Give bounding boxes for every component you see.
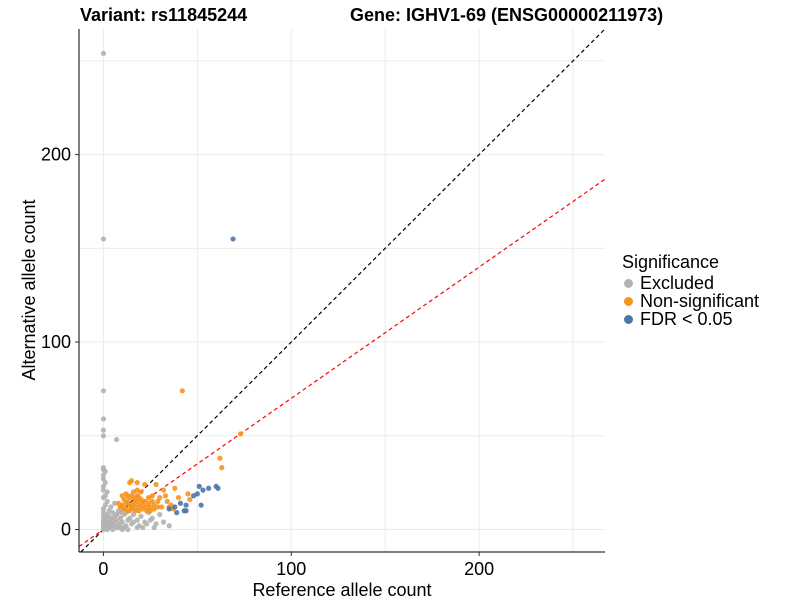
point-non-significant (164, 498, 170, 504)
point-excluded (100, 388, 107, 394)
point-non-significant (155, 498, 161, 504)
point-excluded (130, 519, 137, 525)
point-excluded (100, 433, 107, 439)
x-tick-label: 100 (276, 559, 306, 579)
y-axis-title: Alternative allele count (19, 199, 39, 380)
point-fdr-0-05 (198, 502, 204, 508)
point-non-significant (162, 493, 169, 499)
y-tick-label: 0 (61, 520, 71, 540)
point-excluded (100, 50, 107, 56)
legend-item-non-significant: Non-significant (622, 290, 760, 311)
legend-dot-icon (624, 314, 633, 324)
reference-line-expected-ratio (78, 178, 606, 548)
point-fdr-0-05 (206, 485, 212, 491)
point-fdr-0-05 (174, 510, 180, 516)
point-fdr-0-05 (177, 500, 184, 506)
point-non-significant (172, 485, 178, 491)
point-excluded (144, 521, 150, 527)
point-non-significant (217, 455, 223, 461)
point-non-significant (155, 504, 161, 510)
legend-label: FDR < 0.05 (640, 308, 733, 329)
point-excluded (117, 510, 123, 516)
y-tick-label: 100 (41, 332, 71, 352)
legend-title: Significance (622, 252, 720, 272)
point-excluded (151, 525, 157, 531)
point-fdr-0-05 (166, 506, 172, 512)
x-axis-ticks: 0 100 200 (98, 552, 494, 579)
point-excluded (157, 511, 163, 518)
point-excluded (119, 526, 125, 533)
variant-title: Variant: rs11845244 (80, 5, 248, 25)
y-axis-ticks: 0 100 200 (41, 145, 79, 540)
point-excluded (113, 436, 120, 443)
point-non-significant (119, 502, 125, 508)
x-tick-label: 200 (464, 559, 494, 579)
point-excluded (100, 495, 107, 501)
legend-label: Non-significant (640, 290, 760, 311)
legend-dot-icon (624, 296, 633, 306)
point-excluded (100, 236, 107, 242)
reference-line-identity (80, 28, 606, 553)
point-excluded (134, 525, 140, 531)
point-non-significant (187, 496, 193, 503)
point-excluded (112, 500, 118, 506)
point-non-significant (134, 480, 140, 486)
point-excluded (138, 513, 144, 519)
point-non-significant (129, 478, 135, 484)
point-excluded (106, 525, 112, 531)
point-excluded (100, 506, 107, 512)
point-excluded (166, 523, 172, 529)
point-non-significant (175, 495, 182, 501)
point-excluded (125, 526, 131, 533)
point-excluded (100, 416, 107, 422)
legend-label: Excluded (640, 272, 715, 293)
legend: Significance Excluded Non-significant FD… (622, 252, 760, 329)
point-fdr-0-05 (196, 483, 202, 489)
point-non-significant (144, 508, 150, 514)
gene-title: Gene: IGHV1-69 (ENSG00000211973) (350, 5, 664, 25)
point-non-significant (123, 506, 129, 512)
point-non-significant (149, 493, 155, 499)
point-excluded (160, 519, 167, 525)
point-fdr-0-05 (190, 493, 197, 499)
reference-lines (78, 28, 606, 553)
legend-dot-icon (624, 278, 633, 288)
x-axis-title: Reference allele count (252, 580, 431, 600)
point-excluded (100, 427, 107, 433)
point-excluded (100, 472, 107, 478)
point-non-significant (138, 489, 144, 495)
point-fdr-0-05 (183, 502, 189, 508)
grid-lines (79, 29, 605, 552)
point-fdr-0-05 (172, 504, 178, 510)
point-non-significant (147, 508, 153, 514)
x-tick-label: 0 (98, 559, 108, 579)
point-excluded (100, 483, 107, 489)
point-non-significant (237, 431, 244, 437)
point-non-significant (159, 504, 165, 510)
y-tick-label: 200 (41, 145, 71, 165)
point-excluded (100, 526, 107, 533)
point-fdr-0-05 (215, 485, 221, 491)
point-excluded (147, 517, 153, 523)
point-non-significant (219, 465, 225, 471)
point-non-significant (142, 481, 148, 488)
point-fdr-0-05 (230, 236, 236, 242)
point-non-significant (138, 496, 144, 503)
legend-item-excluded: Excluded (622, 272, 759, 293)
point-excluded (108, 504, 114, 510)
point-non-significant (179, 388, 185, 394)
point-non-significant (185, 491, 191, 497)
point-non-significant (153, 481, 159, 488)
legend-item-fdr: FDR < 0.05 (622, 308, 759, 329)
point-non-significant (132, 508, 138, 514)
point-excluded (140, 525, 146, 531)
point-excluded (125, 517, 131, 523)
point-fdr-0-05 (183, 508, 189, 514)
point-non-significant (160, 487, 167, 493)
data-points (100, 50, 244, 533)
point-fdr-0-05 (200, 487, 206, 493)
point-excluded (110, 515, 116, 521)
